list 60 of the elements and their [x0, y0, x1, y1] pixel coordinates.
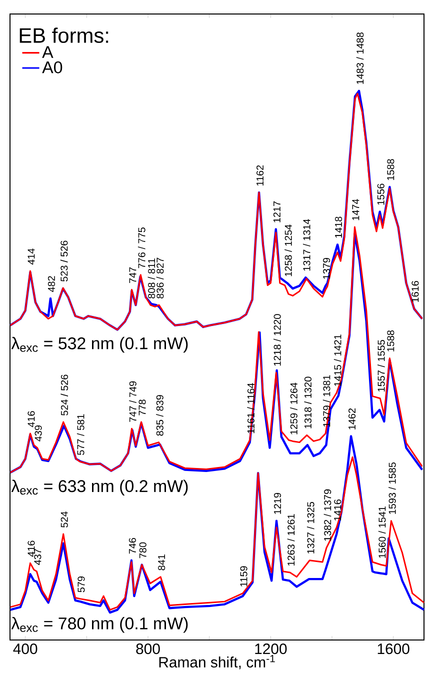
annotation: 437	[34, 549, 42, 565]
annotation: 1259 / 1264	[290, 382, 298, 434]
annotation: 1560 / 1541	[378, 506, 386, 558]
annotation: 524	[60, 512, 68, 528]
annotation: 1379 / 1381	[322, 375, 330, 427]
annotation: 1217	[273, 201, 280, 222]
annotation: 1382 / 1379	[324, 489, 332, 541]
annotation: 414	[28, 248, 35, 265]
annotation: 416	[28, 540, 35, 557]
annotation: 1218 / 1220	[274, 314, 281, 366]
annotation: 1317 / 1314	[302, 219, 310, 271]
annotation: 778	[138, 400, 146, 416]
annotation: 835 / 839	[156, 395, 164, 436]
annotation: 836 / 827	[156, 258, 164, 298]
annotation: 1483 / 1488	[356, 32, 364, 84]
annotation: λ$_{exc}$ = 532 nm (0.1 mW)	[11, 336, 188, 353]
annotation: 524 / 526	[60, 374, 68, 416]
annotation: 1379	[323, 258, 330, 279]
x-tick-label: 1200	[255, 644, 287, 654]
annotation: 747 / 749	[129, 381, 136, 422]
legend-label: A	[42, 46, 54, 58]
annotation: 1263 / 1261	[287, 514, 295, 566]
x-axis-title: Raman shift, cm$^{-1}$	[159, 654, 275, 670]
annotation: 841	[158, 554, 166, 570]
annotation: 776 / 775	[138, 228, 146, 268]
annotation: 1474	[352, 199, 360, 220]
annotation: 1616	[412, 280, 419, 302]
annotation: 1556	[377, 184, 384, 205]
annotation: 1162	[256, 165, 264, 186]
annotation: 1416	[334, 500, 342, 520]
annotation: λ$_{exc}$ = 780 nm (0.1 mW)	[11, 616, 188, 633]
annotation: 1418	[334, 216, 342, 238]
annotation: 1588	[387, 330, 394, 352]
annotation: 579	[78, 576, 85, 592]
annotation: 1258 / 1254	[284, 224, 292, 276]
annotation: 1593 / 1585	[388, 462, 396, 514]
annotation: 808 / 811	[148, 258, 156, 298]
annotation: λ$_{exc}$ = 633 nm (0.2 mW)	[11, 480, 188, 496]
x-tick-label: 400	[13, 644, 38, 654]
annotation: 1219	[274, 492, 282, 514]
annotation: 746	[128, 538, 136, 554]
annotation: 1588	[387, 159, 394, 180]
annotation: 1318 / 1320	[304, 376, 312, 428]
annotation: 1161 / 1164	[247, 383, 254, 434]
annotation: 577 / 581	[76, 414, 84, 455]
legend-label: A0	[42, 61, 62, 74]
legend-title: EB forms:	[20, 28, 108, 43]
annotation: 482	[48, 276, 55, 292]
x-tick-label: 800	[136, 644, 160, 654]
annotation: 1327 / 1325	[306, 502, 314, 554]
annotation: 780	[139, 542, 146, 558]
x-tick-label: 1600	[378, 644, 410, 654]
annotation: 523 / 526	[60, 240, 68, 282]
annotation: 416	[28, 411, 35, 428]
annotation: 1159	[240, 566, 248, 586]
annotation: 439	[34, 425, 42, 442]
annotation: 1462	[348, 408, 356, 430]
annotation: 1415 / 1421	[334, 334, 342, 386]
annotation: 747	[129, 267, 136, 283]
annotation: 1557 / 1555	[377, 340, 385, 392]
